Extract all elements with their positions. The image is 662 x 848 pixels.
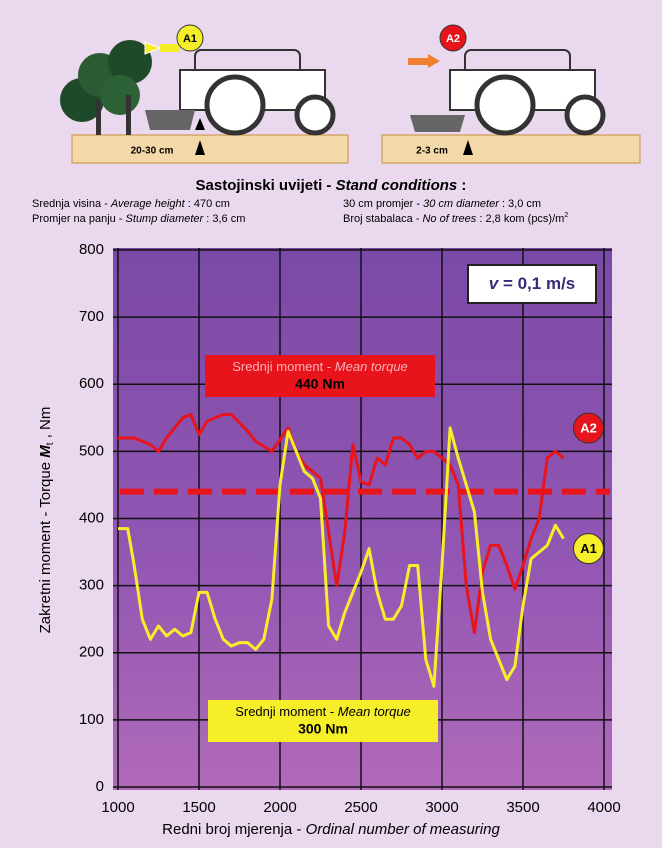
legend-label: A1 (580, 541, 597, 556)
x-axis-label: Redni broj mjerenja - Ordinal number of … (162, 821, 500, 838)
title-en: Stand conditions (336, 177, 458, 194)
condition-hr: Broj stabalaca - (343, 213, 422, 225)
series-badge (573, 412, 604, 444)
conditions-title: Sastojinski uvijeti - Stand conditions : (196, 177, 467, 194)
condition: Broj stabalaca - No of trees : 2,8 kom (… (343, 212, 568, 225)
series-badge (573, 533, 604, 565)
illustration-left: A1 20-30 cm (60, 24, 349, 164)
conditions: Srednja visina - Average height : 470 cm… (32, 198, 568, 225)
x-tick-label: 3000 (425, 799, 458, 816)
x-tick-label: 2500 (344, 799, 377, 816)
x-tick-label: 4000 (587, 799, 620, 816)
x-tick-label: 2000 (263, 799, 296, 816)
chart: 0 100 200 300 400 500 600 700 800 1000 1500 2000 250… (37, 241, 621, 838)
condition-hr: Srednja visina - (32, 198, 111, 210)
x-tick-label: 1500 (182, 799, 215, 816)
annotation-hr: Srednji moment - (232, 359, 335, 374)
speed-box (467, 264, 597, 304)
illustration-label: A1 (183, 33, 197, 45)
title-hr: Sastojinski uvijeti - (196, 177, 336, 194)
y-tick-label: 0 (96, 778, 104, 795)
annotation-text: Srednji moment - Mean torque (232, 359, 408, 374)
condition-hr: Promjer na panju - (32, 213, 126, 225)
annotation-en: Mean torque (335, 359, 408, 374)
y-label-unit: , Nm (37, 407, 54, 443)
speed-value: = 0,1 m/s (498, 274, 575, 293)
condition-value: : 3,0 cm (499, 198, 541, 210)
legend-label: A2 (580, 421, 597, 436)
y-tick-label: 300 (79, 577, 104, 594)
condition-sup: 2 (564, 212, 568, 219)
condition-en: Stump diameter (126, 213, 205, 225)
condition-value: : 3,6 cm (203, 213, 245, 225)
annotation-text: Srednji moment - Mean torque (235, 704, 411, 719)
y-tick-label: 800 (79, 241, 104, 258)
condition-en: 30 cm diameter (423, 198, 500, 210)
condition-hr: 30 cm promjer - (343, 198, 423, 210)
x-tick-label: 1000 (101, 799, 134, 816)
y-tick-label: 400 (79, 509, 104, 526)
condition-en: No of trees (422, 213, 476, 225)
y-tick-label: 700 (79, 308, 104, 325)
annotation-box (208, 700, 438, 742)
y-axis-label: Zakretni moment - Torque Mt , Nm (37, 407, 56, 634)
depth-label: 20-30 cm (131, 146, 174, 157)
x-tick-label: 3500 (506, 799, 539, 816)
annotation-value: 440 Nm (295, 376, 345, 392)
speed-text: v = 0,1 m/s (489, 274, 576, 293)
speed-symbol: v (489, 274, 500, 293)
annotation-value: 300 Nm (298, 721, 348, 737)
series-line (118, 412, 565, 635)
condition: 30 cm promjer - 30 cm diameter : 3,0 cm (343, 198, 541, 210)
condition-value: : 470 cm (185, 198, 230, 210)
annotation-box (205, 355, 435, 397)
depth-label: 2-3 cm (416, 146, 448, 157)
x-label-en: Ordinal number of measuring (306, 821, 501, 838)
x-label-text: Redni broj mjerenja - (162, 821, 305, 838)
y-label-symbol: M (37, 445, 54, 458)
y-tick-label: 100 (79, 711, 104, 728)
y-tick-label: 200 (79, 644, 104, 661)
y-tick-label: 500 (79, 442, 104, 459)
illustration-label: A2 (446, 33, 460, 45)
condition-en: Average height (110, 198, 186, 210)
series-line (118, 426, 565, 688)
annotation-en: Mean torque (338, 704, 411, 719)
illustration-right: A2 2-3 cm (381, 24, 641, 164)
y-tick-label: 600 (79, 375, 104, 392)
title-end: : (457, 177, 466, 194)
condition: Promjer na panju - Stump diameter : 3,6 … (32, 213, 245, 225)
y-label-sub: t (45, 442, 56, 445)
y-label-text: Zakretni moment - Torque (37, 458, 54, 634)
annotation-hr: Srednji moment - (235, 704, 338, 719)
condition-value: : 2,8 kom (pcs)/m (476, 213, 564, 225)
condition: Srednja visina - Average height : 470 cm (32, 198, 230, 210)
